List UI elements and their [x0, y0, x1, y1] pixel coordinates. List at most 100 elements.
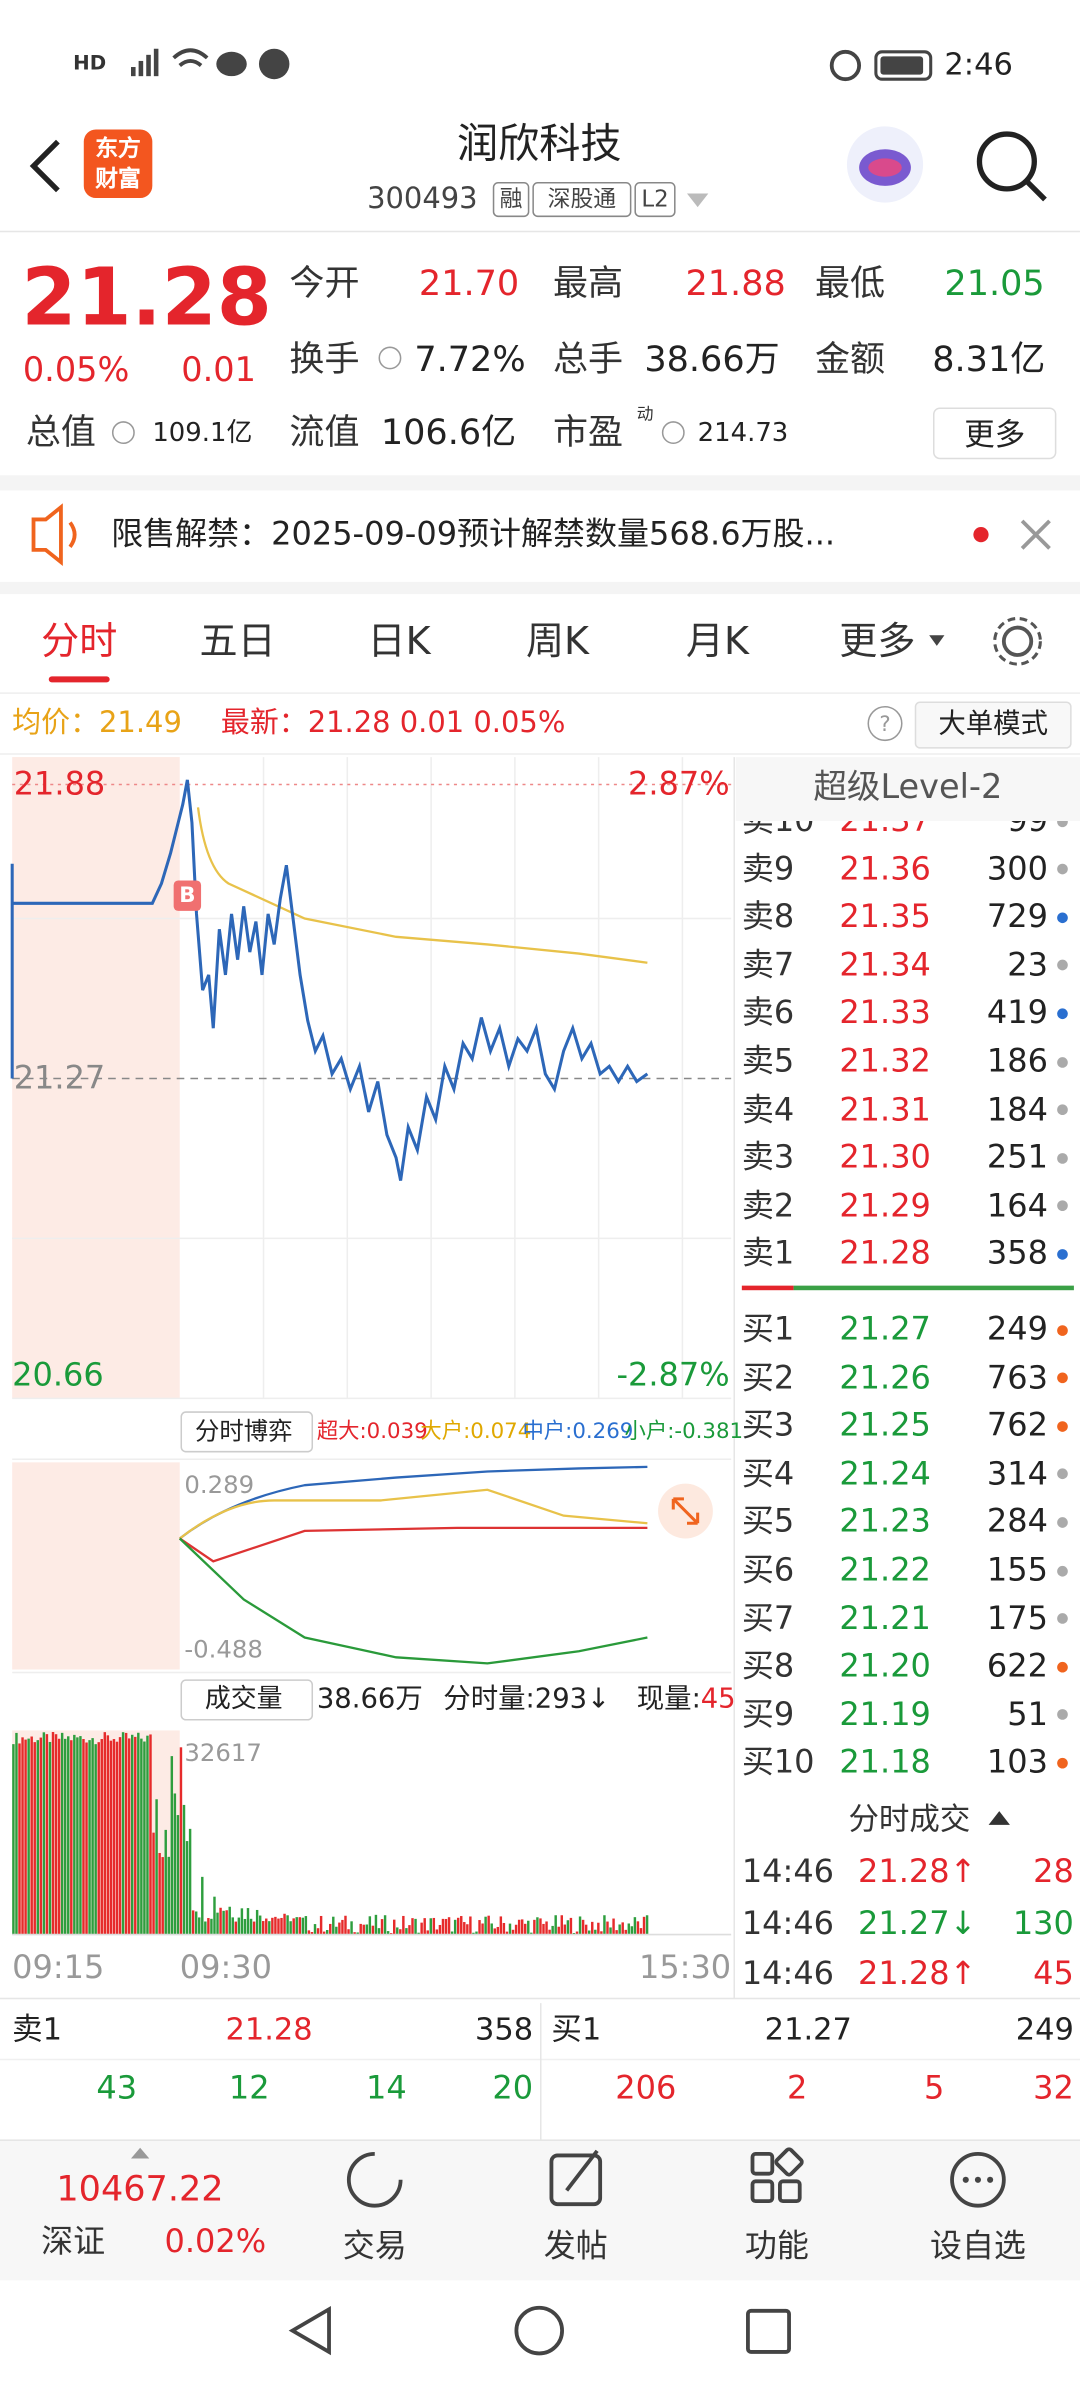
bottom-bar-tabs[interactable]: 设自选: [929, 2227, 1026, 2265]
func-icon[interactable]: [750, 2179, 775, 2204]
signal-bar: [146, 54, 151, 77]
volume-bar: [207, 1918, 210, 1935]
volume-selector[interactable]: 成交量: [204, 1683, 283, 1715]
volume-bar: [350, 1921, 353, 1935]
volume-value: 38.66万: [644, 340, 780, 381]
amount-value: 8.31亿: [932, 340, 1046, 381]
nav-recent[interactable]: [746, 2308, 791, 2354]
back-button[interactable]: [29, 139, 60, 193]
notice-text[interactable]: 限售解禁：2025-09-09预计解禁数量568.6万股...: [111, 515, 836, 553]
tabs[interactable]: 分时: [41, 619, 118, 664]
volume-bar: [554, 1915, 557, 1935]
volume-bar: [91, 1738, 94, 1935]
trade-icon[interactable]: [346, 2151, 403, 2208]
volume-bar: [277, 1918, 280, 1935]
settings-button[interactable]: [1001, 625, 1034, 657]
info-icon[interactable]: [111, 421, 135, 445]
asks-label: 卖6: [741, 994, 795, 1032]
tabs[interactable]: 更多: [839, 619, 916, 664]
order-dot: [1057, 1420, 1068, 1432]
bottom-bar-tabs[interactable]: 发帖: [543, 2227, 608, 2265]
bids-price: 21.18: [839, 1743, 931, 1781]
volume-bar: [79, 1736, 82, 1935]
volume-bar: [414, 1918, 417, 1935]
asks-volume: 186: [986, 1042, 1049, 1080]
close-button[interactable]: [1020, 519, 1051, 550]
volume-bar: [374, 1914, 378, 1935]
volume-bar: [262, 1921, 265, 1935]
volume-bar: [581, 1919, 585, 1935]
bids-label: 买8: [741, 1647, 795, 1685]
volume-bar: [636, 1921, 640, 1935]
volume-bar: [341, 1919, 344, 1935]
volume-bar: [54, 1734, 58, 1935]
post-icon[interactable]: [549, 2153, 603, 2207]
asks-volume: 300: [986, 850, 1049, 887]
game-selector[interactable]: 分时博弈: [194, 1416, 293, 1446]
volume-bar: [490, 1923, 493, 1935]
header-logo: 东方: [95, 134, 141, 163]
intraday-latest: 最新：21.28 0.01 0.05%: [220, 706, 566, 740]
collapse-arrow[interactable]: [988, 1811, 1010, 1825]
search-button[interactable]: [976, 131, 1037, 192]
order-dot: [1057, 1613, 1068, 1624]
more-arrow[interactable]: [929, 635, 945, 646]
bottom-bar-tabs[interactable]: 交易: [342, 2227, 407, 2265]
tabs[interactable]: 五日: [199, 619, 276, 664]
volume-bar: [493, 1928, 496, 1935]
nav-back[interactable]: [288, 2305, 331, 2356]
volume-bar: [584, 1924, 588, 1935]
quote-more[interactable]: 更多: [964, 415, 1026, 453]
header-logo: 财富: [95, 165, 141, 193]
open-value: 21.70: [418, 264, 520, 304]
nav-home[interactable]: [514, 2305, 564, 2356]
bottom-bar-index-change: 0.02%: [164, 2223, 267, 2260]
volume-bar: [609, 1927, 612, 1935]
volume-label: 总手: [552, 340, 624, 381]
tabs[interactable]: 月K: [685, 619, 749, 664]
volume-bar: [118, 1737, 122, 1935]
volume-max: 32617: [184, 1738, 262, 1767]
volume-bar: [639, 1928, 643, 1935]
low-label: 最低: [814, 264, 886, 304]
bids-price: 21.27: [839, 1310, 931, 1348]
volume-bar: [332, 1916, 335, 1935]
intraday-mode-button[interactable]: 大单模式: [938, 708, 1049, 741]
volume-bar: [167, 1856, 170, 1935]
bottom-bar-tabs[interactable]: 功能: [744, 2227, 809, 2265]
watchlist-icon[interactable]: [950, 2151, 1006, 2208]
separator: [0, 475, 1080, 491]
volume-bar: [106, 1735, 110, 1935]
volume-bar: [572, 1933, 576, 1935]
ratio-bar-bid: [793, 1285, 1074, 1291]
volume-bar: [164, 1829, 167, 1935]
more-button[interactable]: [933, 407, 1057, 460]
volume-bar: [514, 1924, 518, 1935]
separator: [0, 581, 1080, 595]
volume-bar: [533, 1919, 536, 1935]
game-items: 超大:0.039: [316, 1419, 428, 1445]
asks-label: 卖4: [741, 1090, 795, 1128]
selector-box[interactable]: [180, 1679, 314, 1721]
info-icon[interactable]: [661, 421, 685, 445]
tabs[interactable]: 周K: [525, 619, 590, 664]
bids-volume: 51: [1007, 1695, 1049, 1733]
info-icon[interactable]: [378, 346, 402, 370]
volume-bar: [368, 1916, 372, 1935]
tab-underline: [48, 676, 110, 683]
tabs[interactable]: 日K: [367, 619, 431, 664]
volume-bar: [642, 1916, 646, 1935]
dropdown-arrow[interactable]: [686, 193, 709, 208]
volume-bar: [140, 1738, 143, 1935]
help-icon[interactable]: [867, 706, 903, 742]
status-icons: [131, 48, 933, 82]
settings-gear: [993, 616, 1042, 666]
selector-box[interactable]: [180, 1411, 314, 1453]
ticks-title[interactable]: 分时成交: [848, 1800, 971, 1838]
volume-bar: [591, 1921, 594, 1935]
order-dot: [1057, 1661, 1068, 1673]
game-items: 中户:0.269: [522, 1419, 634, 1445]
volume-bar: [100, 1739, 103, 1935]
mode-button[interactable]: [914, 701, 1072, 749]
